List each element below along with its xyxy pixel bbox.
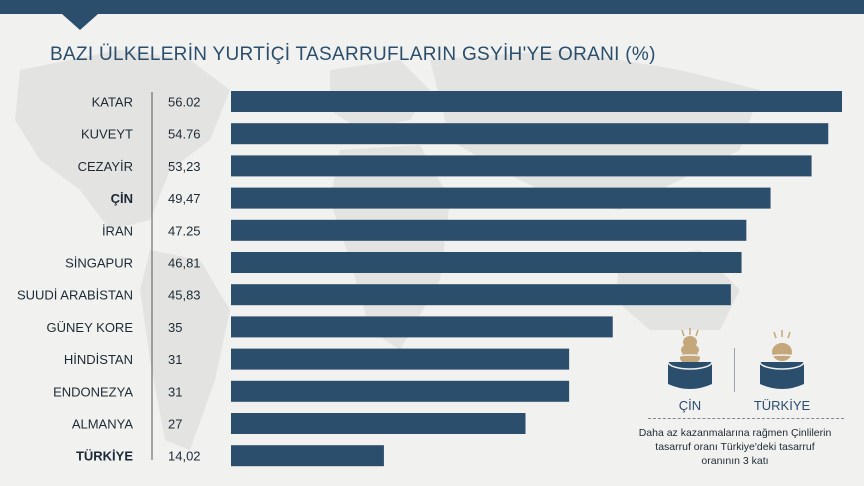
right-comparison-label: TÜRKİYE bbox=[753, 398, 811, 413]
bar-endonezya bbox=[231, 380, 570, 402]
bar-suudi̇-arabi̇stan bbox=[231, 284, 731, 306]
comparison-note: Daha az kazanmalarına rağmen Çinlilerin … bbox=[638, 427, 832, 467]
category-label-cezayi̇r: CEZAYİR bbox=[78, 159, 133, 174]
bar-güney-kore bbox=[231, 316, 613, 338]
category-label-çi̇n: ÇİN bbox=[111, 191, 133, 206]
value-label-endonezya: 31 bbox=[168, 384, 182, 399]
top-bar bbox=[0, 0, 864, 14]
category-label-güney-kore: GÜNEY KORE bbox=[47, 320, 134, 335]
category-label-suudi̇-arabi̇stan: SUUDİ ARABİSTAN bbox=[17, 288, 133, 303]
value-label-çi̇n: 49,47 bbox=[168, 191, 201, 206]
left-comparison-label: ÇİN bbox=[678, 398, 702, 413]
bar-çi̇n bbox=[231, 187, 771, 209]
piggy-bank-coins-icon bbox=[667, 328, 713, 389]
value-label-suudi̇-arabi̇stan: 45,83 bbox=[168, 288, 201, 303]
category-label-endonezya: ENDONEZYA bbox=[53, 384, 133, 399]
piggy-bank-coin-icon bbox=[759, 330, 805, 389]
value-label-hi̇ndi̇stan: 31 bbox=[168, 352, 182, 367]
value-label-katar: 56.02 bbox=[168, 95, 201, 110]
value-label-i̇ran: 47.25 bbox=[168, 223, 201, 238]
icon-separator bbox=[734, 348, 735, 392]
category-label-hi̇ndi̇stan: HİNDİSTAN bbox=[64, 352, 133, 367]
dashed-divider bbox=[648, 418, 844, 419]
bar-almanya bbox=[231, 413, 526, 434]
bar-türki̇ye bbox=[231, 445, 384, 467]
category-label-kuveyt: KUVEYT bbox=[81, 127, 133, 142]
category-label-i̇ran: İRAN bbox=[102, 223, 133, 238]
top-bar-notch bbox=[62, 14, 98, 30]
category-label-si̇ngapur: SİNGAPUR bbox=[65, 256, 133, 271]
category-label-almanya: ALMANYA bbox=[72, 417, 133, 432]
value-label-cezayi̇r: 53,23 bbox=[168, 159, 201, 174]
value-label-türki̇ye: 14,02 bbox=[168, 449, 201, 464]
chart-title: BAZI ÜLKELERİN YURTİÇİ TASARRUFLARIN GSY… bbox=[50, 44, 656, 65]
bar-cezayi̇r bbox=[231, 155, 812, 177]
value-label-kuveyt: 54.76 bbox=[168, 127, 201, 142]
value-label-güney-kore: 35 bbox=[168, 320, 182, 335]
bar-katar bbox=[231, 91, 842, 112]
bar-kuveyt bbox=[231, 123, 829, 145]
bar-si̇ngapur bbox=[231, 252, 742, 273]
value-label-si̇ngapur: 46,81 bbox=[168, 256, 201, 271]
category-label-türki̇ye: TÜRKİYE bbox=[76, 449, 133, 464]
bar-i̇ran bbox=[231, 219, 747, 241]
bar-hi̇ndi̇stan bbox=[231, 348, 570, 370]
category-label-katar: KATAR bbox=[92, 95, 133, 110]
value-label-almanya: 27 bbox=[168, 417, 182, 432]
